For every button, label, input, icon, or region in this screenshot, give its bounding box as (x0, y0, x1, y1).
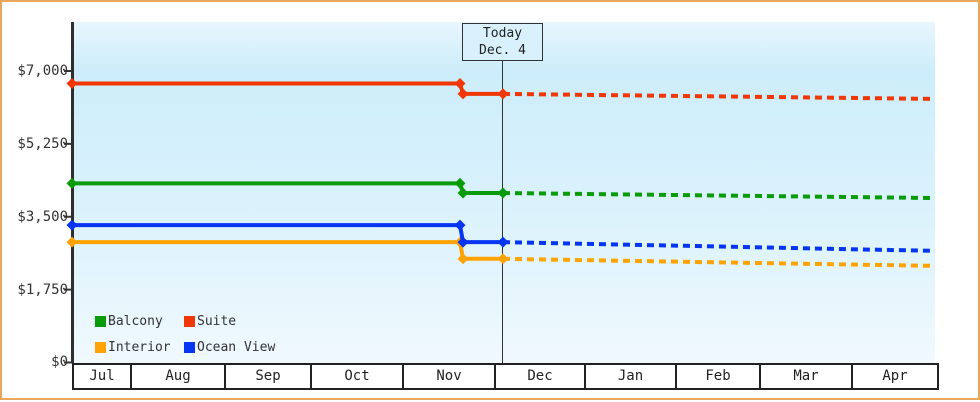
month-cell: Nov (404, 365, 496, 388)
legend-item-suite: Suite (184, 313, 275, 329)
month-cell: Apr (882, 368, 908, 384)
month-cell: Sep (226, 365, 312, 388)
y-tick-label: $3,500 (17, 209, 68, 225)
legend-label-balcony: Balcony (108, 313, 163, 329)
month-cell: Jan (586, 365, 677, 388)
ocean-view-swatch-icon (184, 341, 195, 353)
month-cell: Oct (312, 365, 404, 388)
balcony-swatch-icon (95, 315, 106, 327)
plot-area (74, 22, 935, 363)
suite-swatch-icon (184, 315, 195, 327)
today-line (502, 61, 503, 363)
month-cell: Jul (74, 365, 132, 388)
y-tick-label: $7,000 (17, 63, 68, 79)
month-cell: Feb (677, 365, 761, 388)
today-annotation: Today Dec. 4 (462, 23, 543, 61)
month-cell: Aug (132, 365, 226, 388)
legend-item-ocean-view: Ocean View (184, 339, 275, 355)
month-cell: Mar (761, 365, 853, 388)
today-date: Dec. 4 (479, 43, 526, 58)
interior-swatch-icon (95, 341, 106, 353)
legend-item-balcony: Balcony (95, 313, 184, 329)
today-label: Today (482, 26, 523, 41)
month-cell: Dec (496, 365, 586, 388)
legend: Balcony Suite Interior Ocean View (95, 313, 275, 355)
legend-item-interior: Interior (95, 339, 184, 355)
month-axis: Jul Aug Sep Oct Nov Dec Jan Feb Mar Apr (72, 363, 939, 390)
y-tick-label: $5,250 (17, 136, 68, 152)
legend-label-interior: Interior (108, 339, 171, 355)
y-axis (71, 22, 74, 363)
legend-label-suite: Suite (197, 313, 237, 329)
y-tick-label: $0 (51, 354, 68, 370)
y-tick-label: $1,750 (17, 282, 68, 298)
legend-label-ocean-view: Ocean View (197, 339, 276, 355)
